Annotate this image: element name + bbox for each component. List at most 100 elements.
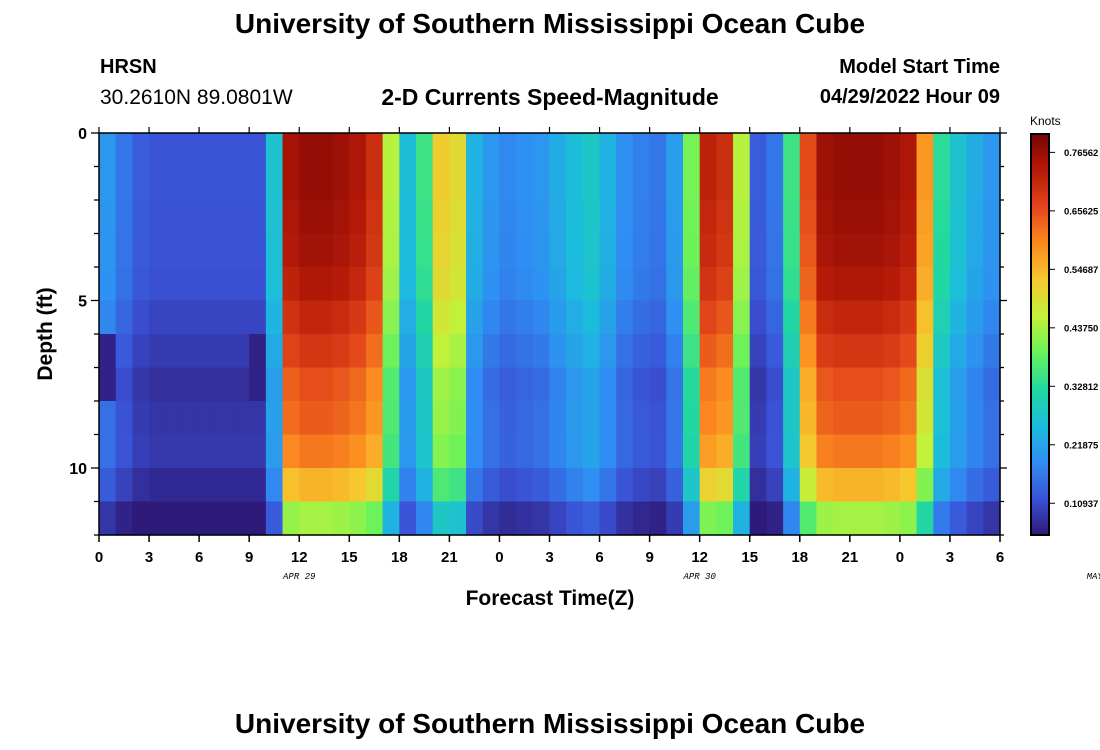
heatmap-cell xyxy=(766,334,784,369)
heatmap-cell xyxy=(966,166,984,201)
heatmap-cell xyxy=(299,401,317,436)
heatmap-cell xyxy=(482,166,501,201)
heatmap-cell xyxy=(716,200,734,235)
heatmap-cell xyxy=(516,334,534,369)
heatmap-cell xyxy=(983,133,1001,168)
heatmap-cell xyxy=(265,267,284,302)
heatmap-cell xyxy=(349,133,367,168)
heatmap-cell xyxy=(799,367,818,402)
heatmap-cell xyxy=(466,434,484,469)
x-tick-label: 6 xyxy=(996,549,1004,566)
heatmap-cell xyxy=(883,300,901,335)
heatmap-cell xyxy=(783,401,801,436)
x-tick-label: 3 xyxy=(545,549,553,566)
heatmap-cell xyxy=(115,401,133,436)
heatmap-cell xyxy=(632,300,651,335)
heatmap-cell xyxy=(582,300,601,335)
heatmap-cell xyxy=(933,501,951,536)
heatmap-cell xyxy=(933,300,951,335)
heatmap-cell xyxy=(232,233,250,268)
heatmap-cell xyxy=(783,233,801,268)
heatmap-cell xyxy=(933,267,951,302)
heatmap-cell xyxy=(766,501,784,536)
heatmap-cell xyxy=(666,233,684,268)
heatmap-cell xyxy=(749,367,768,402)
footer-title: University of Southern Mississippi Ocean… xyxy=(234,708,866,739)
heatmap-cell xyxy=(799,233,818,268)
heatmap-cell xyxy=(682,133,701,168)
heatmap-cell xyxy=(466,133,484,168)
heatmap-cell xyxy=(99,133,117,168)
heatmap-cell xyxy=(983,300,1001,335)
heatmap-cell xyxy=(199,300,217,335)
heatmap-cell xyxy=(249,434,267,469)
heatmap-cell xyxy=(682,166,701,201)
heatmap-cell xyxy=(466,468,484,503)
heatmap-cell xyxy=(632,166,651,201)
heatmap-cell xyxy=(699,300,717,335)
heatmap-cell xyxy=(165,166,184,201)
heatmap-cell xyxy=(949,233,968,268)
heatmap-cell xyxy=(215,401,234,436)
heatmap-cell xyxy=(165,233,184,268)
heatmap-cell xyxy=(332,468,350,503)
heatmap-cell xyxy=(532,501,551,536)
heatmap-cell xyxy=(966,501,984,536)
heatmap-cell xyxy=(132,401,150,436)
heatmap-cell xyxy=(599,401,617,436)
heatmap-cell xyxy=(199,501,217,536)
heatmap-cell xyxy=(966,334,984,369)
heatmap-cell xyxy=(833,166,851,201)
heatmap-cell xyxy=(315,367,334,402)
heatmap-cell xyxy=(966,133,984,168)
heatmap-cell xyxy=(632,334,651,369)
heatmap-cell xyxy=(332,267,350,302)
heatmap-cell xyxy=(682,334,701,369)
heatmap-cell xyxy=(649,334,667,369)
x-tick-label: 18 xyxy=(791,549,808,566)
heatmap-cell xyxy=(849,501,868,536)
heatmap-cell xyxy=(399,468,417,503)
heatmap-cell xyxy=(733,166,751,201)
heatmap-cell xyxy=(449,434,467,469)
heatmap-cell xyxy=(983,334,1001,369)
heatmap-cell xyxy=(799,468,818,503)
heatmap-cell xyxy=(549,468,567,503)
heatmap-cell xyxy=(232,401,250,436)
heatmap-cell xyxy=(115,267,133,302)
heatmap-cell xyxy=(833,401,851,436)
heatmap-cell xyxy=(616,233,634,268)
heatmap-cell xyxy=(449,233,467,268)
heatmap-cell xyxy=(499,501,517,536)
heatmap-cell xyxy=(816,233,834,268)
heatmap-cell xyxy=(132,468,150,503)
heatmap-cell xyxy=(365,200,384,235)
heatmap-cell xyxy=(849,334,868,369)
heatmap-cell xyxy=(549,267,567,302)
heatmap-cell xyxy=(816,267,834,302)
heatmap-cell xyxy=(99,267,117,302)
heatmap-cell xyxy=(532,468,551,503)
heatmap-cell xyxy=(265,434,284,469)
heatmap-cell xyxy=(165,300,184,335)
heatmap-cell xyxy=(749,501,768,536)
heatmap-cell xyxy=(849,367,868,402)
heatmap-cell xyxy=(182,401,200,436)
heatmap-cell xyxy=(215,300,234,335)
heatmap-cell xyxy=(349,434,367,469)
heatmap-cell xyxy=(749,200,768,235)
x-tick-label: 21 xyxy=(441,549,458,566)
heatmap-cell xyxy=(416,434,434,469)
heatmap-cell xyxy=(449,334,467,369)
heatmap-cell xyxy=(215,200,234,235)
heatmap-cell xyxy=(716,267,734,302)
heatmap-cell xyxy=(949,367,968,402)
heatmap-cell xyxy=(399,367,417,402)
heatmap-cell xyxy=(749,468,768,503)
heatmap-cell xyxy=(883,367,901,402)
heatmap-cell xyxy=(983,233,1001,268)
heatmap-cell xyxy=(399,401,417,436)
heatmap-cell xyxy=(783,334,801,369)
heatmap-cell xyxy=(566,401,584,436)
